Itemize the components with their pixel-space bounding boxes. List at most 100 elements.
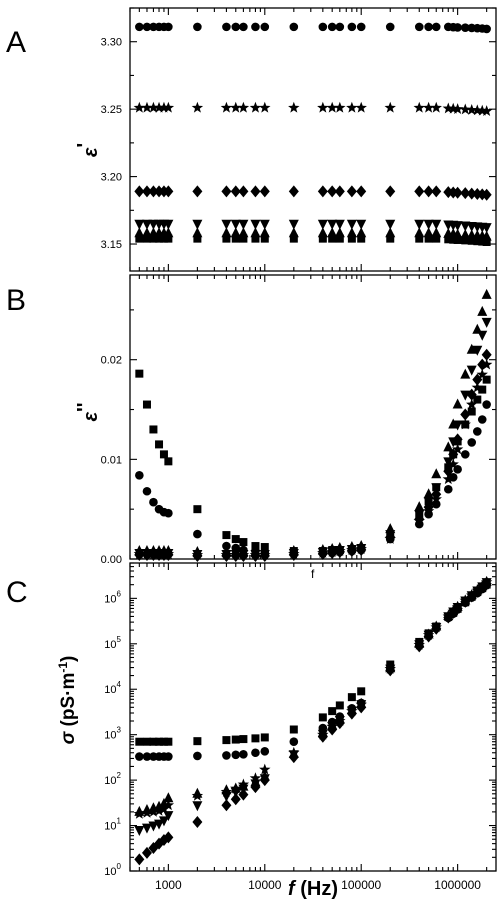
panel-c-point-star bbox=[237, 778, 250, 790]
panel-b-point-circle bbox=[135, 470, 144, 480]
panel-c-point-circle bbox=[164, 752, 173, 761]
panel-c-y-tick-label: 101 bbox=[104, 817, 121, 833]
panel-c-point-square bbox=[289, 725, 298, 734]
panel-a-point-star bbox=[413, 101, 425, 113]
panel-b-point-diamond bbox=[481, 348, 492, 361]
panel-a-point-triangle-down bbox=[431, 219, 442, 230]
panel-b-point-circle bbox=[164, 508, 173, 518]
panel-b-point-triangle-up bbox=[443, 441, 454, 452]
panel-a-point-circle bbox=[193, 22, 202, 32]
panel-b-point-square bbox=[473, 395, 482, 404]
panel-b-y-tick-label: 0.02 bbox=[101, 355, 122, 367]
panel-b-point-square bbox=[222, 531, 231, 540]
panel-c-point-triangle-up bbox=[163, 792, 174, 803]
panel-a-point-triangle-down bbox=[250, 219, 261, 230]
panel-c-point-star bbox=[141, 806, 153, 818]
axis-ticks bbox=[129, 7, 496, 872]
panel-a-point-triangle-down bbox=[238, 219, 249, 230]
panel-c-x-tick-label: 100000 bbox=[341, 878, 381, 892]
panel-a-point-diamond bbox=[414, 185, 425, 198]
panel-c-point-diamond bbox=[134, 853, 145, 866]
panel-b-point-circle bbox=[460, 450, 470, 459]
panel-c-point-circle bbox=[260, 747, 270, 756]
panel-c-point-star bbox=[230, 782, 242, 794]
panel-b-point-diamond bbox=[477, 358, 488, 371]
panel-c-x-tick-label: 10000 bbox=[248, 878, 282, 892]
panel-b-point-square bbox=[467, 407, 476, 416]
panel-b-point-triangle-up bbox=[221, 546, 232, 557]
panel-b-point-triangle-up bbox=[230, 546, 241, 557]
panel-b-point-circle bbox=[142, 486, 152, 496]
panel-c-point-triangle-down bbox=[148, 821, 159, 832]
panel-b-point-triangle-up bbox=[472, 323, 483, 334]
panel-c-point-circle bbox=[142, 752, 152, 761]
panel-b-point-triangle-up bbox=[259, 546, 270, 557]
panel-b-point-triangle-up bbox=[385, 523, 396, 534]
panel-a-point-diamond bbox=[466, 187, 477, 200]
panel-a-point-diamond bbox=[334, 185, 345, 198]
panel-c-point-diamond bbox=[192, 815, 203, 828]
panel-a-point-diamond bbox=[317, 185, 328, 198]
panel-c-point-square bbox=[347, 693, 356, 702]
panel-c-point-star bbox=[147, 805, 160, 817]
panel-a-point-star bbox=[220, 101, 233, 113]
panel-b-point-triangle-up bbox=[448, 418, 459, 429]
panel-c-point-diamond bbox=[356, 701, 367, 714]
panel-b-ylabel: ε'' bbox=[74, 402, 102, 421]
panel-c-point-diamond bbox=[141, 846, 152, 859]
panel-b-point-triangle-up bbox=[250, 546, 261, 557]
panel-a-point-triangle-down bbox=[481, 223, 492, 234]
panel-c-point-square bbox=[164, 737, 173, 746]
panel-b-point-square bbox=[159, 450, 168, 459]
panel-b-point-diamond bbox=[460, 408, 471, 421]
panel-a-point-triangle-down bbox=[163, 219, 174, 230]
panel-b-point-square bbox=[193, 505, 202, 514]
panel-b-point-triangle-up bbox=[192, 546, 203, 557]
panel-a-point-square bbox=[432, 234, 441, 243]
panel-a-point-square bbox=[164, 234, 173, 243]
panel-a-point-square bbox=[318, 234, 327, 243]
panel-c-point-diamond bbox=[327, 723, 338, 736]
panel-b-point-square bbox=[142, 400, 151, 409]
panel-a-point-square bbox=[251, 234, 260, 243]
panel-a-point-triangle-down bbox=[221, 219, 232, 230]
panel-b-point-star bbox=[459, 418, 471, 430]
panel-a-point-diamond bbox=[230, 185, 241, 198]
panel-a-y-tick-label: 3.30 bbox=[101, 37, 122, 49]
panel-c-x-tick-label: 1000 bbox=[155, 878, 182, 892]
panel-c-point-star bbox=[249, 772, 262, 784]
panel-c-x-tick-label: 1000000 bbox=[434, 878, 481, 892]
panel-a-point-square bbox=[289, 234, 298, 243]
panel-a-point-circle bbox=[318, 22, 328, 32]
panel-a-point-star bbox=[153, 101, 165, 113]
panel-a-point-square bbox=[357, 234, 366, 243]
panel-c-point-diamond bbox=[259, 774, 270, 787]
panel-a-point-star bbox=[334, 101, 346, 113]
panel-a-point-square bbox=[260, 234, 269, 243]
panel-c-point-square bbox=[318, 713, 327, 722]
panel-a-point-triangle-down bbox=[414, 219, 425, 230]
panel-a-point-diamond bbox=[356, 185, 367, 198]
panel-b-point-triangle-up bbox=[356, 540, 367, 551]
panel-b-point-circle bbox=[473, 427, 482, 436]
panel-a-point-diamond bbox=[385, 185, 396, 198]
panel-c-y-tick-label: 106 bbox=[104, 589, 121, 605]
panel-c-y-tick-label: 104 bbox=[104, 680, 121, 696]
panel-a-point-square bbox=[453, 235, 462, 244]
panel-b-point-square bbox=[155, 440, 164, 449]
panel-b-point-triangle-up bbox=[452, 398, 463, 409]
panel-b-frame bbox=[129, 274, 497, 560]
panel-a-point-circle bbox=[164, 22, 173, 32]
panel-c-point-square bbox=[260, 733, 269, 742]
panel-a-point-star bbox=[237, 101, 250, 113]
panel-a-point-diamond bbox=[431, 185, 442, 198]
panel-a-point-square bbox=[135, 234, 144, 243]
panel-c-point-triangle-down bbox=[134, 825, 145, 836]
panel-a-y-tick-label: 3.25 bbox=[101, 104, 122, 116]
panel-a-point-circle bbox=[222, 22, 231, 32]
panel-a-point-triangle-down bbox=[346, 219, 357, 230]
panel-a-frame bbox=[129, 7, 497, 272]
panel-c-point-square bbox=[357, 687, 366, 696]
panel-b-point-star bbox=[471, 381, 484, 393]
panel-a-point-circle bbox=[424, 22, 433, 32]
